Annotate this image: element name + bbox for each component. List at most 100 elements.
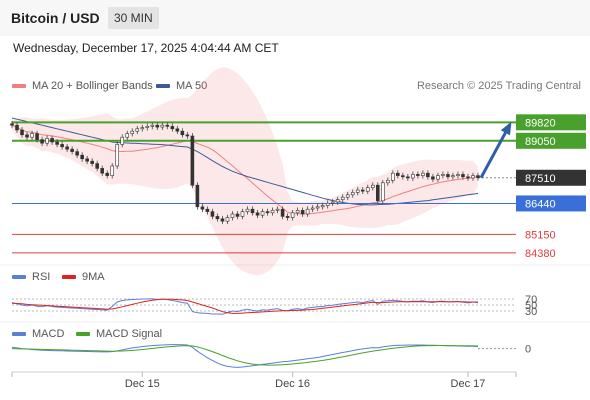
- candle-body: [115, 144, 120, 167]
- legend-ma50: MA 50: [156, 80, 207, 92]
- candle-body: [391, 172, 395, 181]
- candle-body: [210, 211, 215, 217]
- candle-body: [330, 201, 335, 204]
- resistance-level-label: 89050: [525, 136, 556, 148]
- candle-body: [426, 172, 430, 178]
- x-tick-label: Dec 15: [125, 378, 160, 390]
- legend-rsi-9ma: 9MA: [62, 271, 105, 283]
- candle-body: [100, 168, 104, 174]
- candle-body: [355, 189, 360, 193]
- legend-swatch: [76, 332, 90, 336]
- legend-macd-signal: MACD Signal: [76, 328, 162, 340]
- candle-body: [95, 163, 99, 169]
- candle-body: [130, 130, 135, 134]
- rsi-level-label: 50: [525, 300, 537, 312]
- candle-body: [265, 211, 270, 214]
- candle-body: [365, 187, 370, 192]
- rsi-line: [11, 298, 479, 315]
- candle-body: [476, 175, 480, 179]
- candle-body: [150, 124, 155, 127]
- candle-body: [345, 194, 350, 198]
- candle-body: [245, 208, 250, 212]
- candle-body: [360, 189, 365, 192]
- candle-body: [305, 208, 310, 215]
- candle-body: [35, 133, 39, 140]
- ma20-line: [11, 124, 479, 215]
- x-tick-label: Dec 16: [275, 378, 310, 390]
- resistance-level-tag: [516, 114, 586, 131]
- candle-body: [180, 130, 185, 136]
- candle-body: [215, 216, 220, 220]
- candle-body: [255, 212, 260, 216]
- candle-body: [170, 126, 175, 130]
- candle-body: [466, 176, 470, 179]
- candle-body: [310, 207, 315, 210]
- candle-body: [250, 208, 255, 214]
- candle-body: [451, 175, 455, 178]
- candle-body: [431, 176, 435, 180]
- macd-signal-line: [11, 345, 479, 366]
- candle-body: [350, 192, 355, 196]
- candle-body: [200, 206, 205, 210]
- candle-body: [125, 133, 130, 138]
- candle-body: [220, 218, 225, 222]
- legend-swatch: [12, 275, 26, 279]
- candle-body: [411, 174, 415, 179]
- candle-body: [140, 127, 145, 130]
- candle-body: [280, 208, 285, 217]
- legend-label: MA 50: [176, 80, 208, 92]
- candle-body: [421, 172, 425, 176]
- candle-body: [386, 180, 390, 184]
- candle-body: [370, 184, 375, 188]
- last-price-tag: [516, 169, 586, 186]
- macd-line: [11, 344, 479, 368]
- candle-body: [205, 208, 210, 212]
- candle-body: [70, 148, 74, 152]
- candle-body: [160, 124, 165, 128]
- candle-body: [401, 175, 405, 178]
- resistance-level-tag: [516, 132, 586, 149]
- bollinger-band: [12, 67, 478, 276]
- candle-body: [416, 174, 420, 176]
- legend-rsi: RSI: [12, 271, 50, 283]
- candle-body: [135, 128, 140, 132]
- chart-header: Bitcoin / USD 30 MIN: [0, 0, 590, 36]
- candle-body: [446, 174, 450, 178]
- candle-body: [340, 196, 345, 200]
- candle-body: [335, 199, 340, 203]
- candle-body: [60, 144, 64, 148]
- candle-body: [260, 211, 265, 216]
- candle-body: [471, 175, 475, 179]
- candle-body: [325, 202, 330, 206]
- candle-body: [275, 208, 280, 211]
- candle-body: [436, 175, 440, 180]
- legend-label: MACD Signal: [96, 328, 163, 340]
- candle-body: [10, 123, 14, 126]
- candle-body: [30, 133, 34, 138]
- rsi-9ma-line: [11, 298, 478, 314]
- projection-arrow-shaft: [479, 123, 512, 179]
- rsi-level-label: 30: [525, 306, 537, 318]
- candle-body: [235, 213, 240, 217]
- candle-body: [461, 174, 465, 178]
- timeframe-badge[interactable]: 30 MIN: [108, 7, 159, 29]
- pivot-level-label: 86440: [525, 198, 556, 210]
- candle-body: [165, 124, 170, 127]
- candle-body: [295, 210, 300, 214]
- candle-body: [25, 134, 29, 138]
- support-level-label: 85150: [525, 229, 556, 241]
- candle-body: [406, 176, 410, 179]
- legend-macd: MACD: [12, 328, 64, 340]
- legend-label: MA 20 + Bollinger Bands: [32, 80, 153, 92]
- candle-body: [75, 151, 79, 156]
- candle-body: [441, 174, 445, 176]
- candle-body: [120, 136, 125, 145]
- legend-swatch: [62, 275, 76, 279]
- candle-body: [40, 139, 44, 144]
- candle-body: [185, 134, 190, 137]
- candle-body: [50, 138, 54, 143]
- candle-body: [270, 210, 275, 214]
- legend-swatch: [12, 84, 26, 88]
- candle-body: [85, 158, 89, 162]
